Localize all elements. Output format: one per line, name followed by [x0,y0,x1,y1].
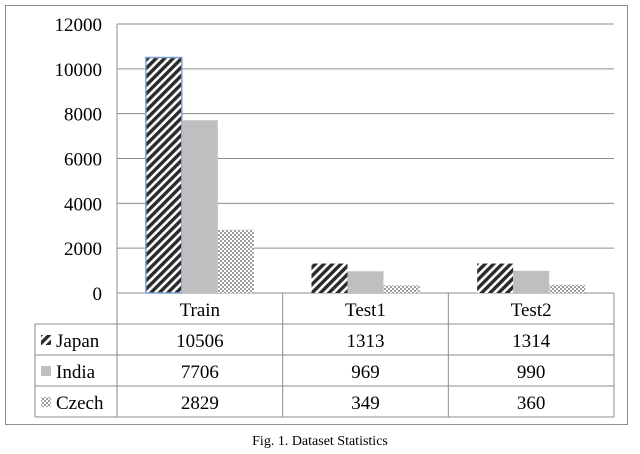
table-value: 7706 [181,362,219,383]
y-tick-label: 10000 [55,60,103,81]
table-value: 990 [517,362,546,383]
y-tick-label: 4000 [64,194,102,215]
legend-swatch-czech [41,397,51,407]
legend-label: Japan [56,331,100,352]
bar-japan-test1 [311,263,348,293]
legend-swatch-india [41,366,51,376]
bar-japan-test2 [477,263,514,293]
table-value: 360 [517,393,546,414]
table-value: 1313 [347,331,385,352]
bar-india-train [181,120,218,293]
category-label: Test1 [345,300,386,321]
figure-caption: Fig. 1. Dataset Statistics [252,434,388,449]
y-tick-label: 12000 [55,15,103,36]
legend-label: Czech [56,393,104,414]
table-value: 10506 [176,331,224,352]
y-tick-label: 0 [93,284,103,305]
y-tick-label: 2000 [64,239,102,260]
table-value: 2829 [181,393,219,414]
bar-japan-train [145,56,183,294]
bar-czech-test2 [549,284,586,293]
bar-czech-train [217,229,254,293]
bar-india-test1 [347,271,384,293]
chart: 0 2000 4000 6000 8000 10000 12000 Train Test1 Tes… [34,15,615,418]
category-label: Test2 [511,300,552,321]
table-value: 349 [351,393,380,414]
y-tick-label: 6000 [64,150,102,171]
category-label: Train [180,300,221,321]
table-value: 969 [351,362,380,383]
table-value: 1314 [512,331,551,352]
bar-czech-test1 [383,285,420,293]
legend-label: India [56,362,96,383]
y-tick-label: 8000 [64,105,102,126]
figure-frame [5,5,628,425]
bar-india-test2 [513,270,550,293]
legend-swatch-japan [41,335,51,345]
